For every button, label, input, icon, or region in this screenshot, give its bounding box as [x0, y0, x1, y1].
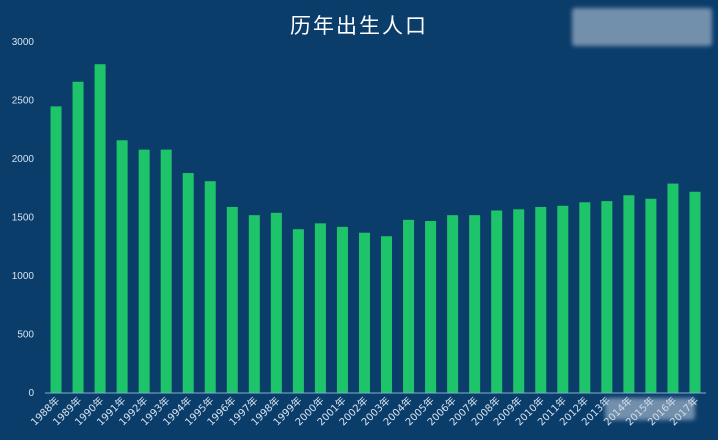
bar — [182, 173, 194, 393]
bar — [50, 106, 62, 393]
bar — [513, 209, 525, 393]
y-tick-label: 2500 — [12, 96, 35, 107]
bar — [689, 191, 701, 393]
bar — [248, 215, 260, 393]
bar — [336, 226, 348, 393]
bar — [403, 219, 415, 393]
bar — [645, 198, 657, 393]
y-tick-label: 1000 — [12, 271, 35, 282]
bar — [314, 223, 326, 393]
bar — [358, 232, 370, 393]
bar — [72, 81, 84, 393]
bar — [623, 195, 635, 393]
bar — [292, 229, 304, 393]
y-tick-label: 0 — [28, 388, 34, 399]
bar-series — [50, 64, 701, 393]
watermark-blur-bottom — [605, 398, 695, 420]
bar — [557, 205, 569, 393]
y-tick-label: 1500 — [12, 213, 35, 224]
y-tick-label: 500 — [17, 330, 34, 341]
bar — [94, 64, 106, 393]
y-tick-label: 3000 — [12, 37, 35, 48]
chart-title: 历年出生人口 — [290, 14, 428, 38]
bar — [579, 202, 591, 393]
bar — [425, 221, 437, 393]
bar — [226, 206, 238, 393]
y-axis: 0 500 1000 1500 2000 2500 3000 — [12, 37, 35, 399]
bar — [138, 149, 150, 393]
bar — [381, 236, 393, 393]
bar — [204, 181, 216, 393]
x-axis: 1988年1989年1990年1991年1992年1993年1994年1995年… — [28, 394, 701, 428]
bar — [116, 140, 128, 393]
bar — [447, 215, 459, 393]
watermark-blur-top — [572, 8, 712, 46]
bar — [491, 210, 503, 393]
bar — [270, 212, 282, 393]
bar — [601, 201, 613, 393]
bar — [469, 215, 481, 393]
y-tick-label: 2000 — [12, 154, 35, 165]
bar — [535, 206, 547, 393]
bar — [160, 149, 172, 393]
bar — [667, 183, 679, 393]
